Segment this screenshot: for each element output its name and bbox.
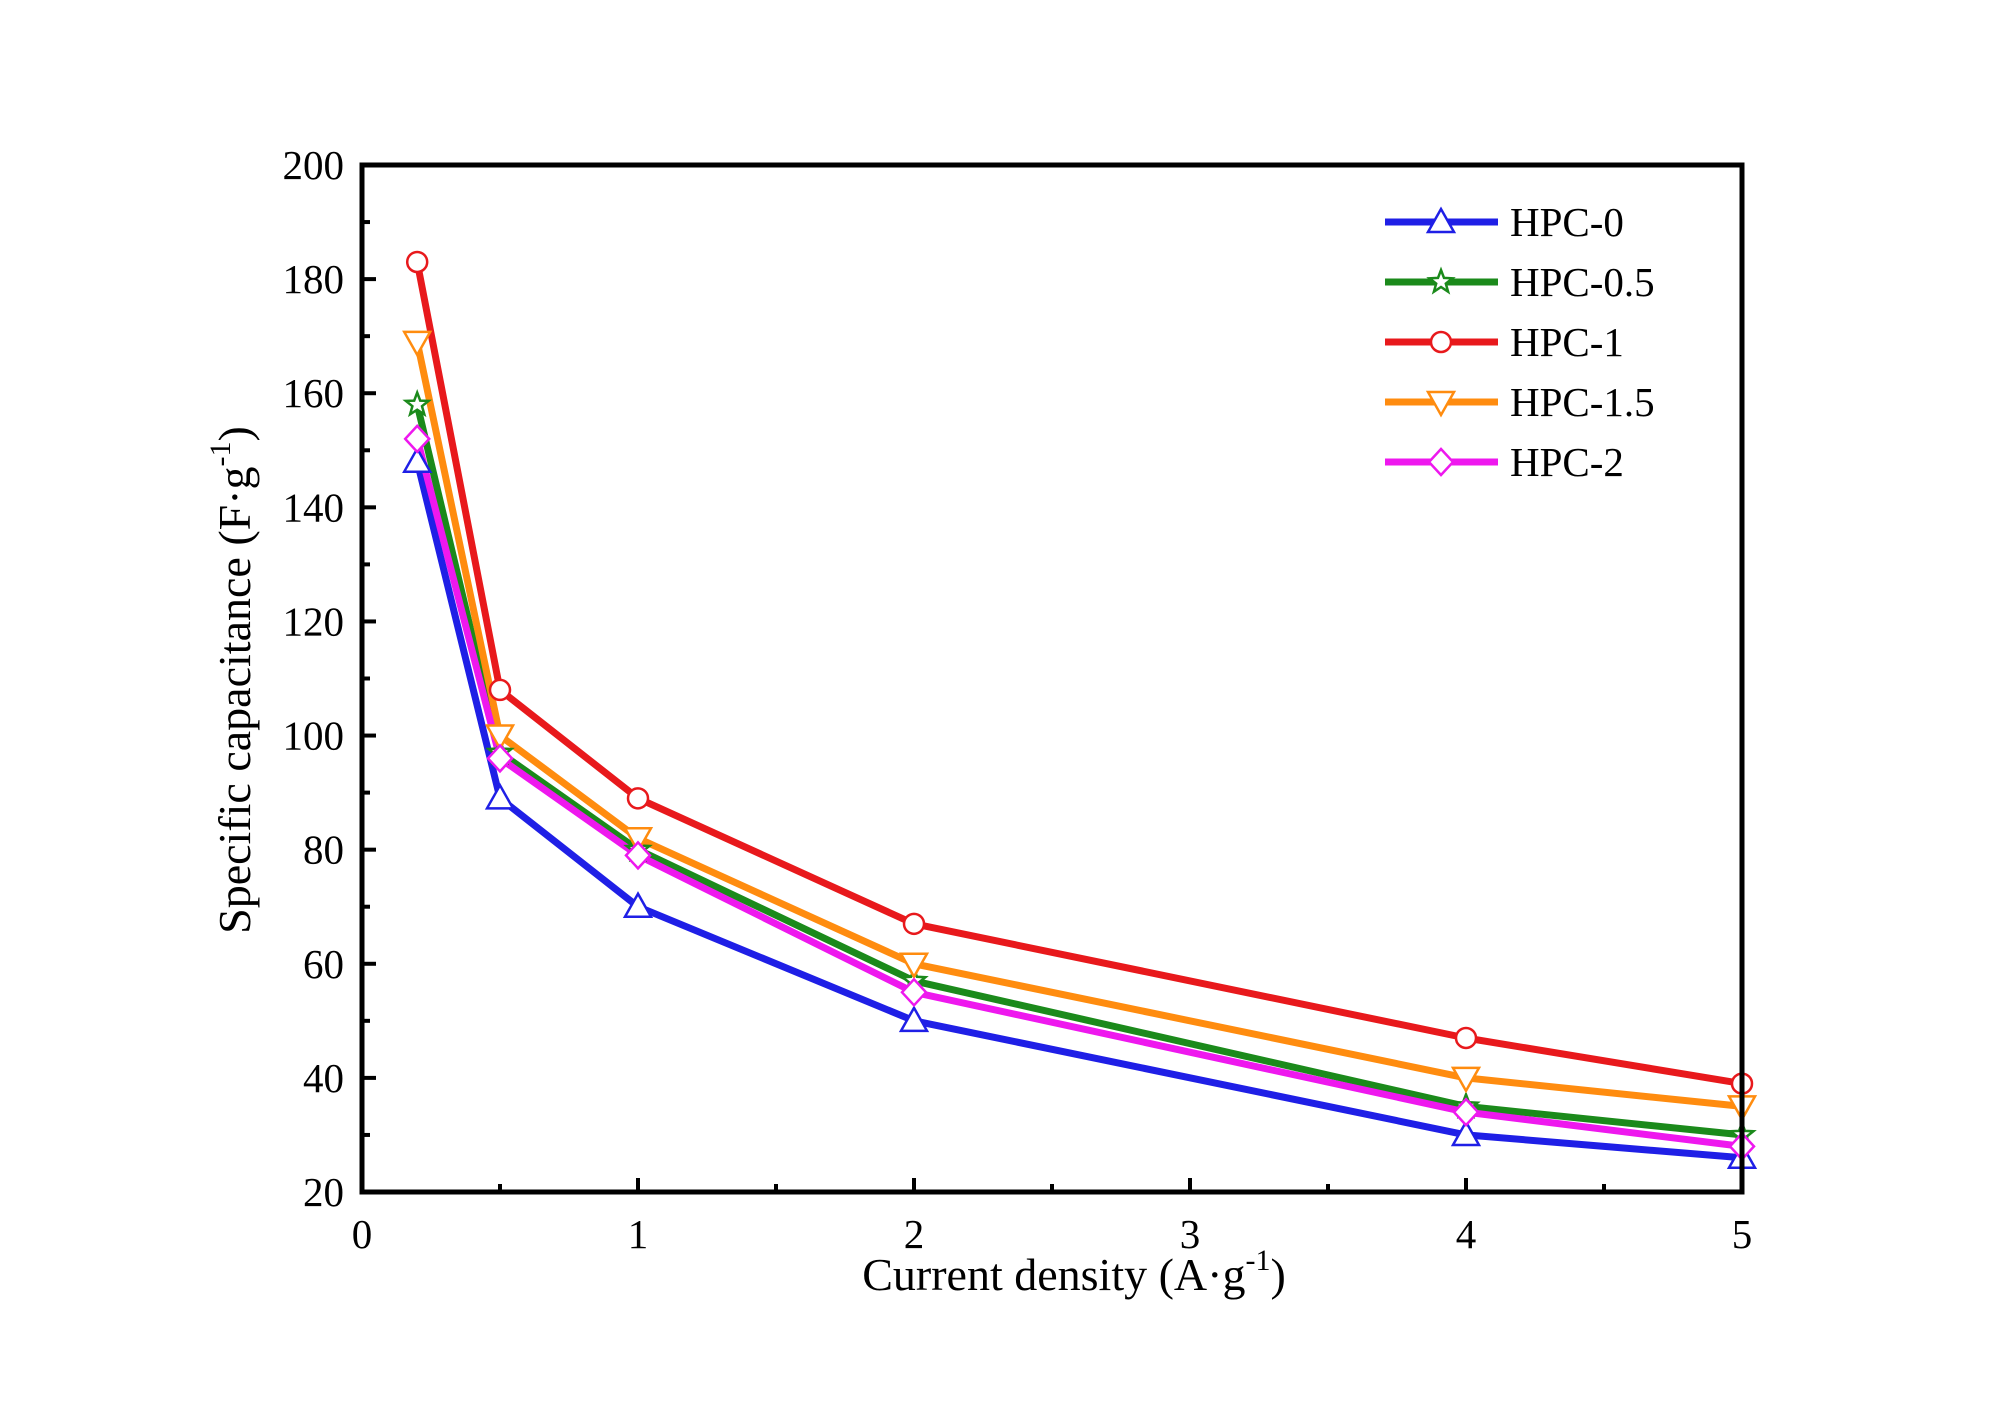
data-point-hpc-0	[898, 1005, 930, 1033]
x-axis-title-main: Current density (A·g	[862, 1249, 1245, 1300]
data-point-hpc-2	[486, 743, 514, 774]
y-tick-label: 160	[283, 370, 345, 416]
y-axis-title: Specific capacitance (F·g-1)	[204, 426, 260, 934]
y-tick-label: 60	[303, 941, 344, 987]
legend-label-hpc-0: HPC-0	[1510, 199, 1624, 245]
legend-marker-hpc-1	[1429, 330, 1453, 354]
series-line-hpc-1-5	[413, 341, 1743, 1110]
series-line-hpc-2	[413, 438, 1743, 1150]
y-tick-label: 180	[283, 256, 345, 302]
y-tick-label: 40	[303, 1055, 344, 1101]
data-point-hpc-1-5	[484, 724, 516, 752]
x-axis-title: Current density (A·g-1)	[862, 1244, 1286, 1300]
y-tick-label: 200	[283, 142, 345, 188]
data-point-hpc-0	[484, 782, 516, 810]
data-point-hpc-1	[405, 250, 429, 274]
data-point-hpc-0-5	[402, 389, 433, 418]
data-point-hpc-1-5	[1450, 1066, 1482, 1094]
y-axis-title-end: )	[209, 426, 260, 441]
y-axis-title-sup: -1	[204, 441, 237, 466]
legend-marker-hpc-2	[1427, 447, 1455, 477]
data-point-hpc-0	[622, 891, 654, 918]
legend-marker-hpc-0	[1425, 206, 1457, 234]
series-line-hpc-1	[413, 261, 1743, 1088]
data-point-hpc-0	[402, 446, 433, 473]
data-point-hpc-1	[902, 912, 926, 936]
x-tick-label: 2	[904, 1211, 925, 1257]
legend-marker-hpc-0-5	[1426, 266, 1456, 295]
y-tick-label: 120	[283, 598, 345, 644]
y-tick-label: 80	[303, 827, 344, 873]
data-point-hpc-2	[900, 977, 928, 1008]
y-tick-label: 20	[303, 1169, 344, 1215]
legend-label-hpc-1: HPC-1	[1510, 319, 1624, 365]
data-point-hpc-2	[1452, 1097, 1480, 1127]
legend-marker-hpc-1-5	[1425, 390, 1457, 418]
data-point-hpc-2	[403, 424, 431, 454]
series-lines	[413, 261, 1743, 1162]
series-line-hpc-0	[413, 460, 1743, 1162]
x-axis-title-sup: -1	[1245, 1244, 1270, 1277]
legend: HPC-0 HPC-0.5 HPC-1 HPC-1.5 HPC-2	[1385, 199, 1655, 485]
data-point-hpc-0	[1450, 1119, 1482, 1147]
legend-label-hpc-0-5: HPC-0.5	[1510, 259, 1655, 305]
legend-label-hpc-2: HPC-2	[1510, 439, 1624, 485]
x-tick-label: 0	[352, 1211, 373, 1257]
tick-labels: 0 1 2 3 4 5 20 40 60 80 100 120 140 160 180 200	[283, 142, 1753, 1257]
y-tick-label: 100	[283, 713, 345, 759]
y-tick-label: 140	[283, 484, 345, 530]
plot-frame	[359, 162, 1745, 1195]
data-point-hpc-1	[1454, 1026, 1478, 1050]
data-point-hpc-1-5	[622, 827, 654, 854]
legend-label-hpc-1-5: HPC-1.5	[1510, 379, 1655, 425]
data-point-hpc-1-5	[898, 952, 930, 980]
data-point-hpc-1-5	[402, 330, 433, 358]
data-point-hpc-1	[626, 787, 650, 810]
x-tick-label: 3	[1180, 1211, 1201, 1257]
data-point-hpc-2	[624, 840, 652, 871]
x-tick-label: 5	[1732, 1211, 1753, 1257]
data-point-hpc-1	[488, 678, 512, 702]
x-axis-title-end: )	[1270, 1249, 1285, 1300]
x-tick-label: 1	[628, 1211, 649, 1257]
y-axis-title-main: Specific capacitance (F·g	[209, 466, 260, 933]
x-tick-label: 4	[1456, 1211, 1477, 1257]
